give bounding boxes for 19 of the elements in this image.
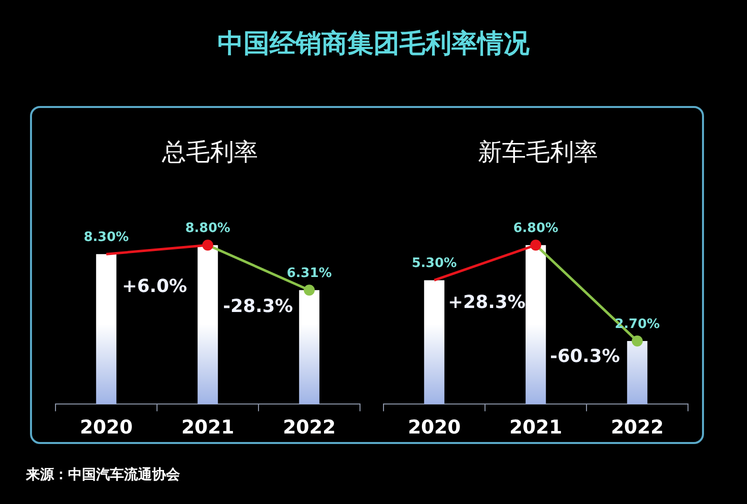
- data-label: 6.80%: [513, 220, 558, 236]
- x-tick-label: 2022: [610, 416, 664, 439]
- x-tick-label: 2020: [80, 416, 133, 439]
- chart-title: 新车毛利率: [477, 137, 599, 168]
- x-tick-label: 2022: [282, 416, 336, 439]
- data-label: 8.80%: [185, 220, 230, 236]
- data-label: 5.30%: [412, 256, 457, 272]
- source-note: 来源：中国汽车流通协会: [26, 466, 180, 484]
- annotation: +6.0%: [122, 276, 188, 297]
- annotation: +28.3%: [448, 292, 526, 313]
- chart-subtitle: 总毛利率: [161, 137, 259, 168]
- x-tick-label: 2020: [408, 416, 461, 439]
- annotation: -60.3%: [550, 346, 620, 367]
- data-label: 6.31%: [286, 266, 332, 281]
- chart-title: 中国经销商集团毛利率情况: [216, 28, 530, 61]
- x-tick-label: 2021: [181, 416, 234, 439]
- data-label: 8.30%: [84, 230, 129, 246]
- annotation: -28.3%: [223, 296, 293, 317]
- x-tick-label: 2021: [509, 416, 562, 439]
